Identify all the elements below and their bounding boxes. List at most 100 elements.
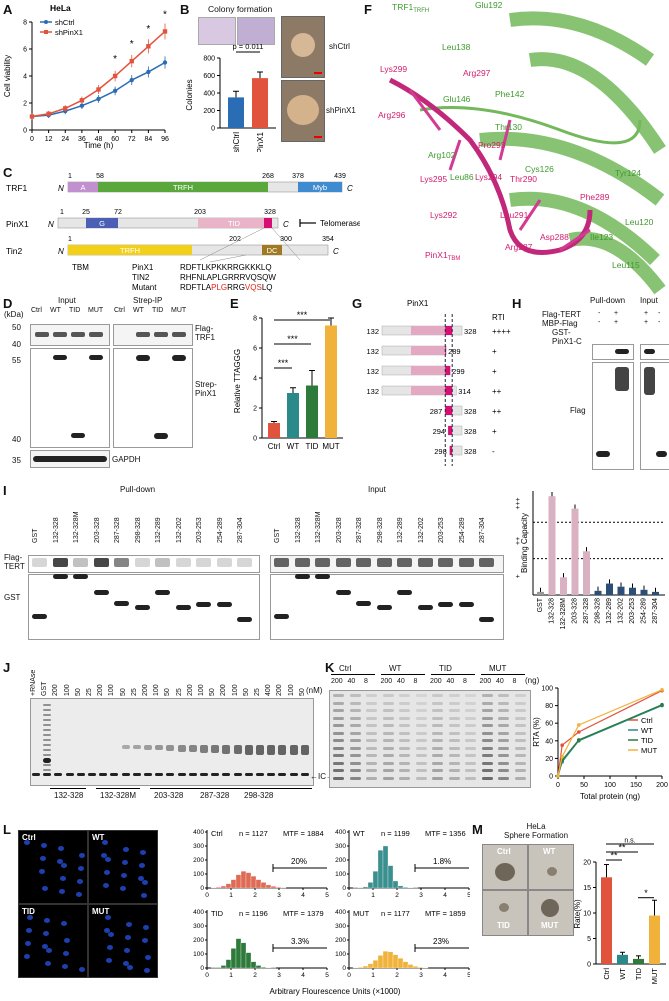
activity-band — [333, 724, 344, 727]
activity-band — [465, 716, 476, 720]
histogram-bar — [220, 965, 227, 969]
activity-band — [349, 754, 361, 757]
group-bracket — [240, 788, 312, 789]
lane-label: 8 — [463, 678, 467, 685]
residue-number: 378 — [292, 173, 304, 180]
domain-g-label: G — [99, 219, 105, 228]
group-label: Ctrl — [339, 664, 352, 673]
lane-label: 50 — [164, 688, 172, 696]
data-point — [560, 754, 564, 759]
activity-band — [188, 745, 197, 753]
band-gst — [32, 614, 47, 619]
significance-marker: * — [644, 888, 648, 898]
blot-d-input-mid — [30, 348, 110, 448]
residue-label-pink: Lys292 — [430, 210, 457, 220]
activity-band — [498, 754, 509, 757]
activity-band — [349, 739, 361, 742]
nucleus-blob — [105, 915, 111, 920]
nucleus-blob — [127, 965, 133, 970]
activity-band — [333, 776, 344, 780]
band-gst — [134, 605, 150, 610]
y-tick-label: 60 — [545, 721, 553, 728]
nucleus-blob — [64, 938, 70, 943]
ic-band — [267, 773, 276, 776]
activity-band — [399, 724, 410, 727]
category-label: 132-289 — [606, 598, 613, 624]
colonies-chart: 0 200 400 600 800 Colonies shCtrl shPinX1 p = 0.… — [185, 42, 276, 152]
y-tick-label: 400 — [193, 909, 204, 916]
lane-label: 200 — [276, 684, 284, 696]
nucleus-blob — [104, 928, 110, 933]
data-point — [660, 687, 664, 692]
category-label: TID — [634, 967, 643, 980]
colony-image-shctrl — [281, 16, 325, 78]
histogram-bar — [275, 887, 282, 889]
activity-band — [481, 701, 493, 705]
residue-label-green: Leu138 — [442, 42, 471, 52]
x-tick-label: 2 — [395, 892, 399, 899]
sphere-ctrl-label: Ctrl — [497, 847, 511, 856]
histogram-bar — [255, 965, 262, 969]
category-label: Ctrl — [268, 442, 281, 451]
activity-band — [481, 761, 493, 765]
histogram-bar — [250, 875, 257, 889]
protein-backbone — [57, 217, 279, 229]
activity-band — [399, 769, 410, 772]
ladder-band — [43, 749, 52, 751]
nucleus-blob — [101, 853, 107, 858]
y-tick-label: 0 — [587, 962, 591, 969]
residue-label-green: Leu86 — [450, 172, 474, 182]
category-label: 254-289 — [641, 598, 648, 624]
lane-label: 40 — [446, 678, 455, 685]
x-tick-label: 5 — [325, 972, 329, 979]
category-label: 203-253 — [629, 598, 636, 624]
sphere-tid: TID — [482, 890, 528, 936]
i-group-pulldown: Pull-down — [120, 485, 156, 494]
activity-band — [514, 746, 526, 750]
residue-label-green: Glu192 — [475, 0, 503, 10]
pulldown-sign: + — [614, 319, 619, 326]
legend-entry: TID — [641, 736, 654, 745]
histogram-bar — [382, 845, 389, 889]
residue-label-pink: Arg287 — [505, 242, 533, 252]
lane-label: +RNAse — [30, 669, 37, 696]
group-bracket — [481, 674, 525, 675]
bar-MUT — [649, 915, 660, 964]
lane-label-input: WT — [50, 307, 61, 314]
nucleus-blob — [140, 850, 146, 855]
histogram-bar — [397, 885, 404, 889]
j-ic-label: ←IC→ — [310, 772, 334, 781]
nucleus-blob — [44, 918, 50, 923]
ic-band — [166, 773, 175, 776]
nucleus-blob — [106, 958, 112, 963]
histogram-bar — [245, 872, 252, 889]
panel-d: D (kDa) Input Strep-IP Ctrl Ctrl WT WT TID TI… — [0, 296, 225, 471]
lane-label: 40 — [347, 678, 356, 685]
activity-band — [432, 694, 443, 697]
lane-label: 50 — [74, 688, 82, 696]
activity-band — [399, 739, 410, 742]
ladder-band — [43, 754, 52, 756]
h-row-mbp-flag: MBP-Flag — [542, 319, 578, 328]
helix-ribbon — [509, 11, 655, 66]
activity-band — [333, 701, 344, 705]
nucleus-blob — [142, 880, 148, 885]
lane-label: 8 — [413, 678, 418, 685]
nucleus-blob — [62, 964, 68, 969]
histogram-bar — [362, 886, 369, 889]
x-tick-label: 3 — [277, 972, 281, 979]
band-gst — [294, 574, 310, 579]
band-gst — [93, 590, 109, 595]
panel-f: F TRF1TRFH Leu138 Glu192 Glu146 Phe142 Thr130… — [360, 0, 669, 295]
band-flag-tert — [134, 558, 150, 567]
y-tick-label: 300 — [193, 923, 204, 930]
panel-a: A 0 12 24 36 48 60 72 84 96 0 2 4 6 8 Time (h) Cell via… — [0, 0, 175, 150]
residue-number: 1 — [68, 173, 72, 180]
rti-value: ++ — [492, 387, 502, 396]
residue-number: 354 — [322, 236, 334, 243]
activity-band — [465, 746, 476, 750]
histogram-bar — [245, 952, 252, 969]
helix-ribbon — [509, 191, 660, 266]
